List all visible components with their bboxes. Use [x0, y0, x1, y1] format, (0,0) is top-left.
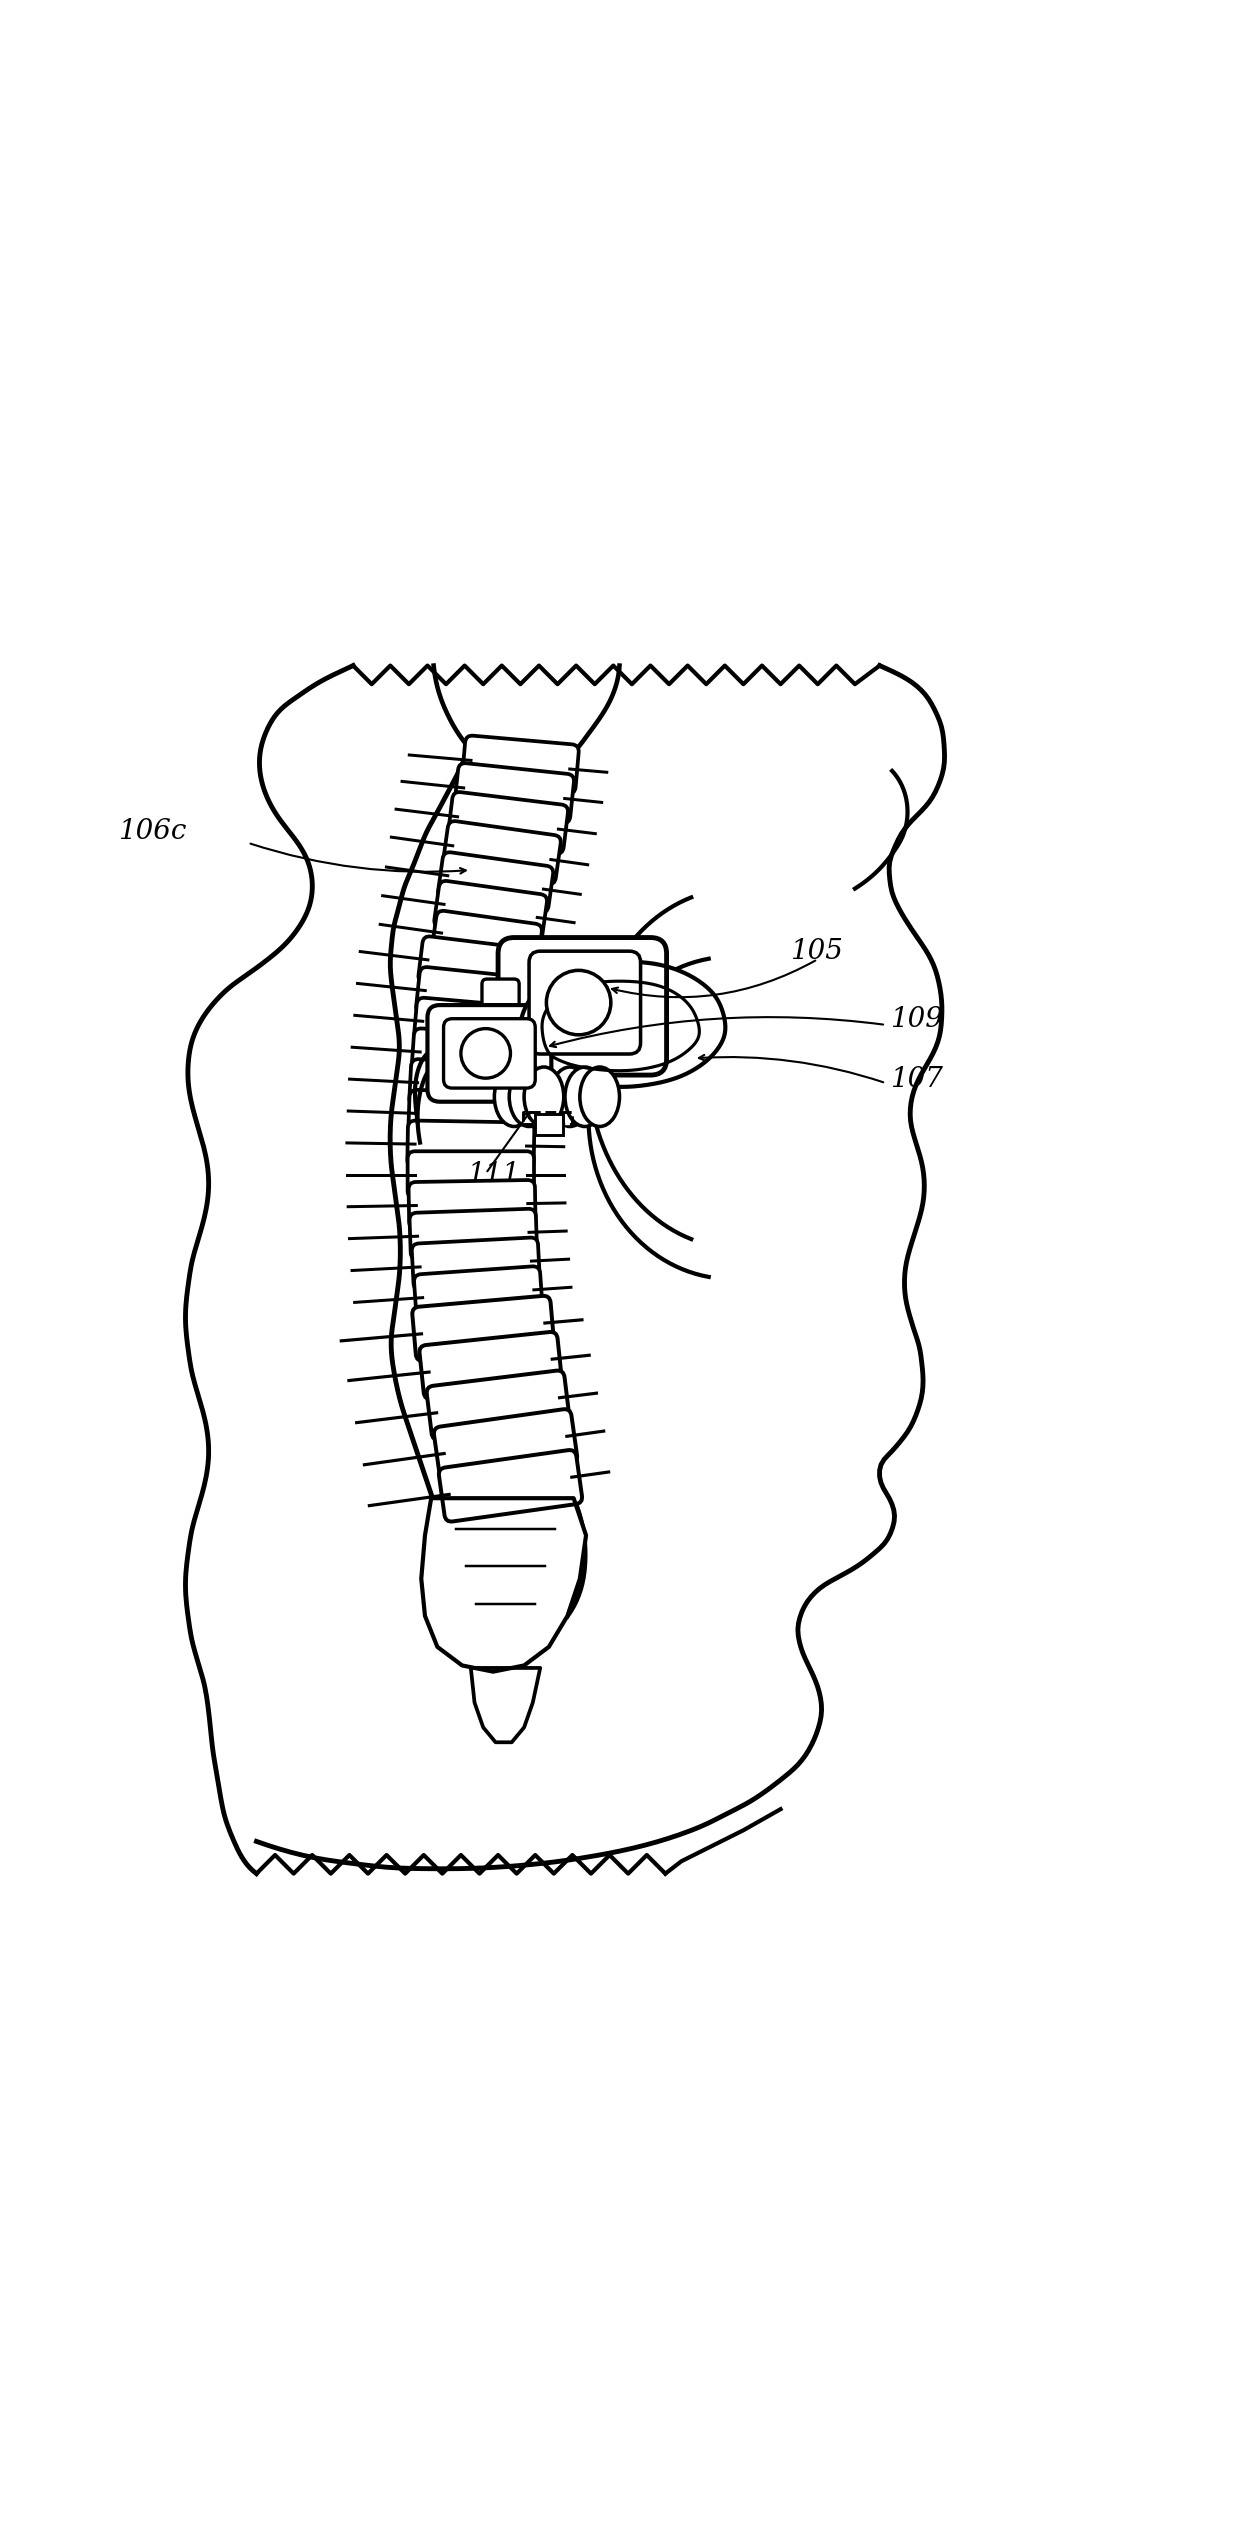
- FancyBboxPatch shape: [439, 851, 553, 912]
- FancyBboxPatch shape: [408, 1153, 534, 1198]
- Text: 105: 105: [790, 937, 844, 965]
- FancyBboxPatch shape: [413, 1297, 554, 1360]
- FancyBboxPatch shape: [462, 735, 579, 793]
- Text: 111: 111: [467, 1160, 520, 1188]
- Ellipse shape: [524, 1066, 564, 1127]
- FancyBboxPatch shape: [449, 793, 567, 854]
- FancyBboxPatch shape: [498, 937, 667, 1074]
- Polygon shape: [523, 1112, 572, 1125]
- FancyBboxPatch shape: [414, 1266, 543, 1322]
- Polygon shape: [520, 963, 725, 1087]
- Circle shape: [546, 970, 611, 1036]
- FancyBboxPatch shape: [420, 1332, 561, 1398]
- Polygon shape: [471, 1667, 540, 1743]
- Text: 109: 109: [890, 1006, 943, 1033]
- Text: 106c: 106c: [118, 818, 186, 846]
- FancyBboxPatch shape: [444, 1018, 535, 1089]
- Ellipse shape: [494, 1066, 534, 1127]
- Ellipse shape: [565, 1066, 605, 1127]
- Text: 107: 107: [890, 1066, 943, 1092]
- Ellipse shape: [550, 1066, 590, 1127]
- Ellipse shape: [509, 1066, 549, 1127]
- FancyBboxPatch shape: [411, 1239, 540, 1289]
- FancyBboxPatch shape: [426, 1370, 570, 1439]
- FancyBboxPatch shape: [455, 762, 574, 823]
- FancyBboxPatch shape: [410, 1208, 536, 1259]
- FancyBboxPatch shape: [409, 1089, 535, 1140]
- FancyBboxPatch shape: [414, 998, 543, 1054]
- FancyBboxPatch shape: [482, 980, 519, 1036]
- FancyBboxPatch shape: [439, 1449, 582, 1522]
- Ellipse shape: [580, 1066, 620, 1127]
- FancyBboxPatch shape: [434, 1408, 577, 1482]
- FancyBboxPatch shape: [529, 952, 641, 1054]
- Polygon shape: [421, 1497, 586, 1672]
- FancyBboxPatch shape: [419, 937, 548, 998]
- FancyBboxPatch shape: [442, 821, 561, 884]
- FancyBboxPatch shape: [427, 1006, 551, 1102]
- FancyBboxPatch shape: [409, 1059, 538, 1112]
- FancyBboxPatch shape: [409, 1180, 535, 1229]
- FancyBboxPatch shape: [408, 1120, 534, 1170]
- FancyBboxPatch shape: [411, 1028, 540, 1084]
- FancyBboxPatch shape: [432, 912, 541, 968]
- Circle shape: [461, 1028, 510, 1079]
- FancyBboxPatch shape: [416, 968, 545, 1026]
- FancyBboxPatch shape: [435, 881, 546, 940]
- FancyBboxPatch shape: [535, 1115, 563, 1135]
